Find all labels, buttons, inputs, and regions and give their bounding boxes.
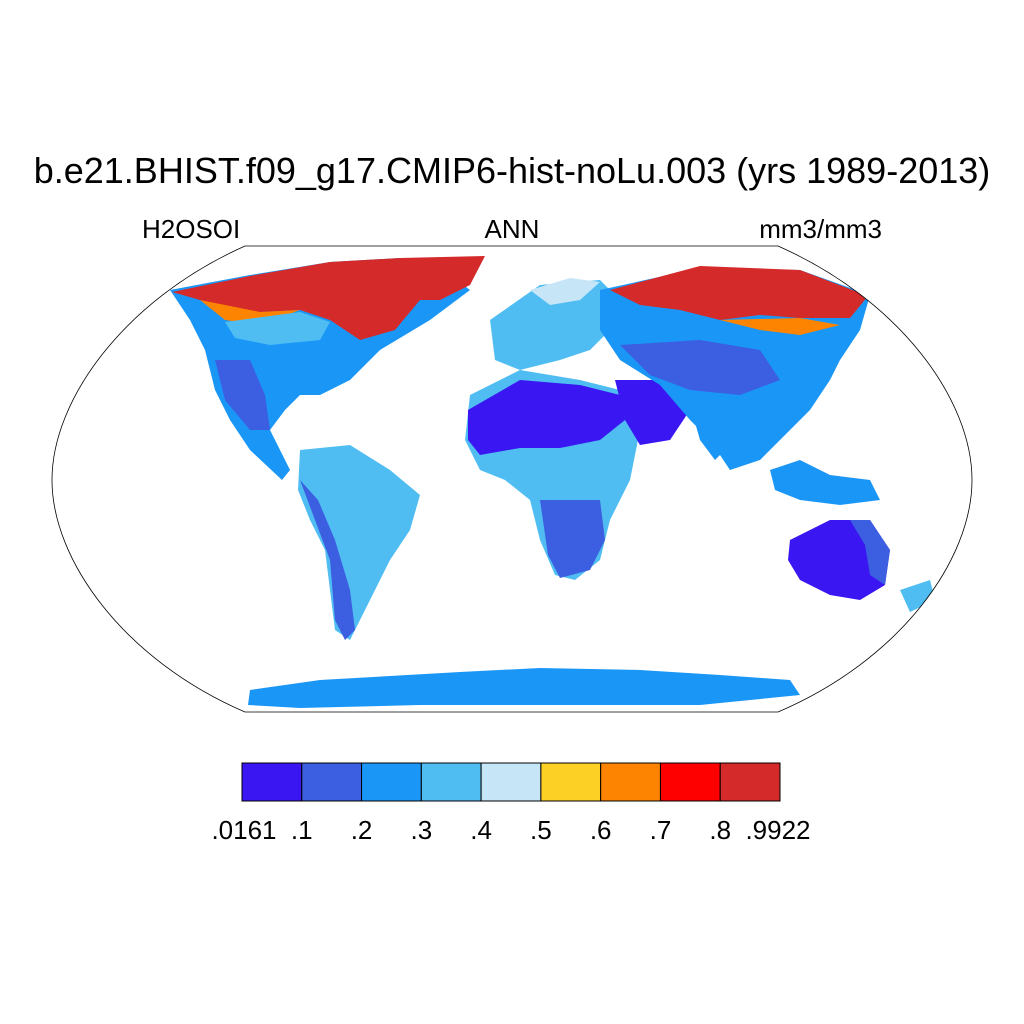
colorbar-label-5: .5: [530, 815, 552, 845]
colorbar-label-3: .3: [410, 815, 432, 845]
colorbar-box-2: [361, 762, 422, 802]
region-south-america: [298, 445, 420, 640]
colorbar-label-7: .7: [650, 815, 672, 845]
variable-label: H2OSOI: [142, 214, 241, 244]
colorbar-label-9: .9922: [745, 815, 810, 845]
region-southern-africa: [540, 500, 605, 578]
colorbar-box-0: [241, 762, 303, 802]
colorbar-box-6: [600, 762, 661, 802]
region-europe: [490, 280, 620, 370]
region-sahara: [468, 380, 625, 455]
region-central-asia: [620, 340, 780, 395]
colorbar-label-8: .8: [709, 815, 731, 845]
region-sa-west: [300, 480, 355, 640]
region-indonesia: [770, 460, 880, 505]
region-australia-edge: [850, 520, 890, 585]
colorbar-boxes: [241, 762, 781, 802]
colorbar-labels: .0161 .1 .2 .3 .4 .5 .6 .7 .8 .9922: [211, 815, 810, 845]
colorbar-label-4: .4: [470, 815, 492, 845]
region-siberia: [610, 266, 868, 320]
region-west-na: [215, 360, 270, 430]
land-fields: [170, 256, 935, 708]
region-canada-wet: [172, 258, 460, 340]
colorbar-box-5: [540, 762, 602, 802]
colorbar-label-2: .2: [351, 815, 373, 845]
units-label: mm3/mm3: [759, 214, 882, 244]
season-label: ANN: [484, 214, 540, 244]
region-antarctica: [248, 668, 800, 708]
colorbar-box-7: [659, 762, 721, 802]
colorbar-label-1: .1: [291, 815, 313, 845]
colorbar-label-6: .6: [590, 815, 612, 845]
colorbar-label-0: .0161: [211, 815, 276, 845]
colorbar-box-8: [719, 762, 781, 802]
region-greenland: [400, 256, 485, 300]
region-india: [690, 400, 740, 460]
colorbar-box-4: [480, 762, 542, 802]
region-na-light: [225, 312, 330, 345]
region-scandinavia: [530, 278, 600, 305]
colorbar-box-1: [301, 762, 363, 802]
colorbar-box-3: [420, 762, 482, 802]
region-siberia-orange: [720, 318, 840, 335]
map-outline: [51, 245, 973, 713]
plot-title: b.e21.BHIST.f09_g17.CMIP6-hist-noLu.003 …: [33, 150, 991, 191]
